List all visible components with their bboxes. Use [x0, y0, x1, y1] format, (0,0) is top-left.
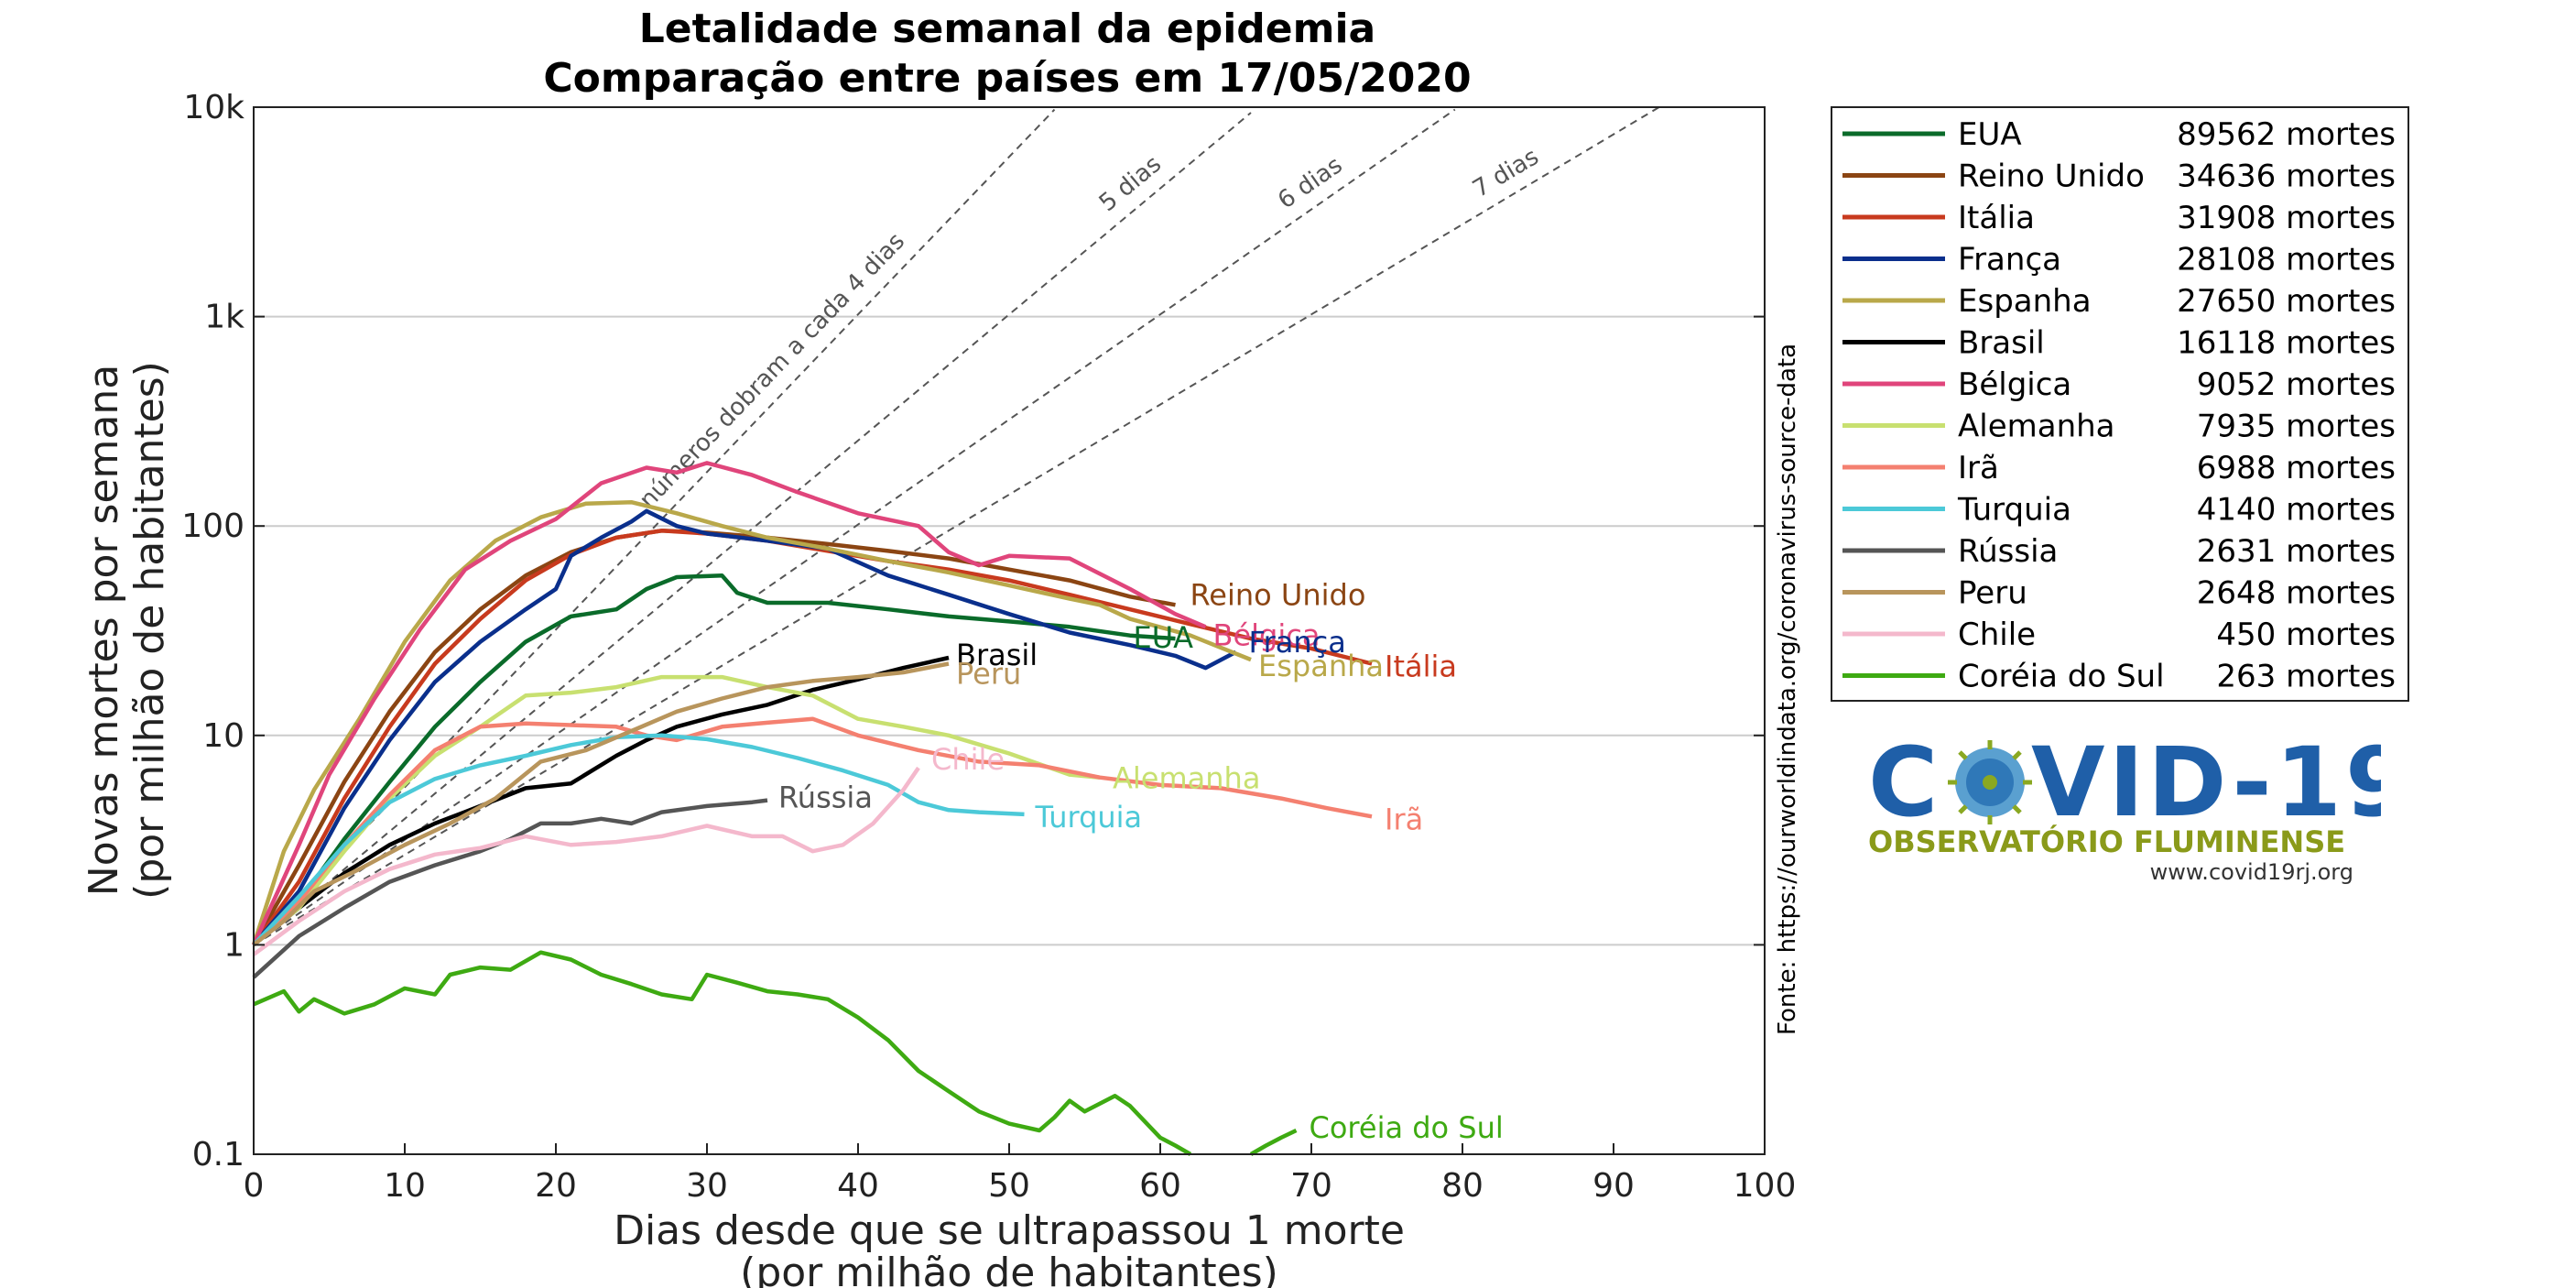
y-tick-label: 100: [181, 508, 245, 545]
doubling-line-label: 5 dias: [1094, 150, 1167, 217]
legend-series-name: Irã: [1958, 450, 1999, 486]
end-label-França: França: [1249, 625, 1346, 660]
legend-series-name: Espanha: [1958, 283, 2092, 320]
legend-death-count: 4140 mortes: [2197, 492, 2396, 529]
x-tick-label: 20: [535, 1167, 577, 1205]
x-tick-label: 100: [1734, 1167, 1797, 1205]
series-line-Peru: [252, 661, 950, 947]
x-tick-label: 10: [384, 1167, 426, 1205]
series-line-Alemanha: [252, 674, 1101, 947]
end-label-Rússia: Rússia: [778, 780, 873, 815]
legend-death-count: 263 mortes: [2216, 659, 2396, 695]
legend-death-count: 28108 mortes: [2177, 242, 2396, 278]
chart-title: Letalidade semanal da epidemia: [639, 5, 1375, 52]
end-label-Reino Unido: Reino Unido: [1190, 577, 1366, 612]
legend-series-name: Brasil: [1958, 325, 2045, 362]
legend-death-count: 31908 mortes: [2177, 200, 2396, 236]
legend-death-count: 9052 mortes: [2197, 366, 2396, 403]
end-label-Itália: Itália: [1385, 649, 1457, 684]
legend-series-name: Turquia: [1957, 492, 2071, 529]
y-tick-label: 10k: [183, 89, 245, 126]
series-lines: [251, 461, 1373, 1156]
legend-death-count: 2648 mortes: [2197, 575, 2396, 612]
x-axis-label-line2: (por milhão de habitantes): [740, 1250, 1278, 1288]
legend-box: [1831, 106, 2409, 702]
end-label-Chile: Chile: [931, 742, 1005, 777]
series-line-Coréia do Sul: [253, 950, 1192, 1156]
y-tick-label: 0.1: [192, 1136, 245, 1173]
end-label-Coréia do Sul: Coréia do Sul: [1310, 1110, 1504, 1145]
legend-death-count: 27650 mortes: [2177, 283, 2396, 320]
end-label-Bélgica: Bélgica: [1213, 617, 1321, 652]
covid19-logo: C VID-19 OBSERVATÓRIO FLUMINENSE www.cov…: [1868, 733, 2381, 885]
legend-series-name: França: [1958, 242, 2061, 278]
end-label-EUA: EUA: [1134, 620, 1194, 655]
legend-series-name: Coréia do Sul: [1958, 659, 2165, 695]
legend-death-count: 6988 mortes: [2197, 450, 2396, 486]
y-tick-label: 10: [202, 717, 245, 755]
doubling-line: [253, 112, 1252, 946]
series-line-Espanha: [251, 499, 1252, 946]
series-line-EUA: [252, 573, 1176, 947]
series-line-Rússia: [252, 798, 768, 979]
x-tick-label: 50: [988, 1167, 1030, 1205]
legend-series-name: EUA: [1958, 116, 2022, 153]
legend-death-count: 2631 mortes: [2197, 533, 2396, 570]
series-line-Chile: [252, 766, 920, 956]
logo-url: www.covid19rj.org: [2150, 859, 2353, 885]
logo-title-right: VID-19: [2031, 733, 2381, 838]
y-axis-label-line2: (por milhão de habitantes): [126, 361, 173, 900]
legend-death-count: 7935 mortes: [2197, 409, 2396, 445]
legend-death-count: 450 mortes: [2216, 617, 2396, 653]
legend-series-name: Bélgica: [1958, 366, 2071, 403]
y-tick-label: 1: [223, 926, 245, 964]
logo-subtitle: OBSERVATÓRIO FLUMINENSE: [1868, 824, 2345, 859]
doubling-line-label: 7 dias: [1468, 143, 1543, 203]
end-label-Turquia: Turquia: [1035, 800, 1143, 835]
y-tick-label: 1k: [204, 299, 245, 336]
x-tick-label: 90: [1592, 1167, 1635, 1205]
legend-series-name: Alemanha: [1958, 409, 2115, 445]
legend: EUA 89562 mortes Reino Unido 34636 mortes It…: [1842, 116, 2396, 695]
x-tick-label: 60: [1139, 1167, 1181, 1205]
virus-icon: [1948, 740, 2032, 824]
end-label-Peru: Peru: [956, 657, 1021, 692]
end-label-Brasil: Brasil: [956, 638, 1038, 672]
x-tick-label: 40: [837, 1167, 879, 1205]
series-line-Bélgica: [251, 461, 1207, 946]
x-axis-label: Dias desde que se ultrapassou 1 morte: [614, 1207, 1405, 1254]
legend-death-count: 89562 mortes: [2177, 116, 2396, 153]
x-tick-label: 70: [1290, 1167, 1332, 1205]
x-tick-label: 0: [244, 1167, 265, 1205]
doubling-line-label: 6 dias: [1273, 151, 1347, 214]
x-axis-ticks: 0 10 20 30 40 50 60 70 80 90 100: [244, 1143, 1797, 1205]
x-tick-label: 80: [1441, 1167, 1484, 1205]
plot-frame: [253, 106, 1766, 1155]
legend-death-count: 34636 mortes: [2177, 158, 2396, 195]
legend-series-name: Reino Unido: [1958, 158, 2145, 195]
legend-series-name: Rússia: [1958, 533, 2058, 570]
x-tick-label: 30: [686, 1167, 728, 1205]
series-line-Turquia: [252, 733, 1025, 946]
end-label-Alemanha: Alemanha: [1113, 761, 1260, 796]
legend-death-count: 16118 mortes: [2177, 325, 2396, 362]
series-line-Brasil: [252, 655, 950, 947]
series-line-Irã: [252, 716, 1373, 947]
series-line-Coréia do Sul: [1249, 1128, 1298, 1156]
end-label-Irã: Irã: [1385, 802, 1423, 836]
y-axis-ticks: 0.1 1 10 100 1k 10k: [181, 89, 1765, 1173]
legend-series-name: Peru: [1958, 575, 2027, 612]
chart-subtitle: Comparação entre países em 17/05/2020: [543, 55, 1471, 102]
y-axis-label: Novas mortes por semana: [81, 365, 127, 896]
doubling-line: [253, 108, 1456, 946]
end-label-Espanha: Espanha: [1258, 649, 1384, 683]
legend-series-name: Itália: [1958, 200, 2035, 236]
source-note: Fonte: https://ourworldindata.org/corona…: [1774, 344, 1801, 1035]
logo-title-left: C: [1868, 733, 1941, 838]
legend-series-name: Chile: [1958, 617, 2036, 653]
series-line-França: [252, 508, 1237, 946]
